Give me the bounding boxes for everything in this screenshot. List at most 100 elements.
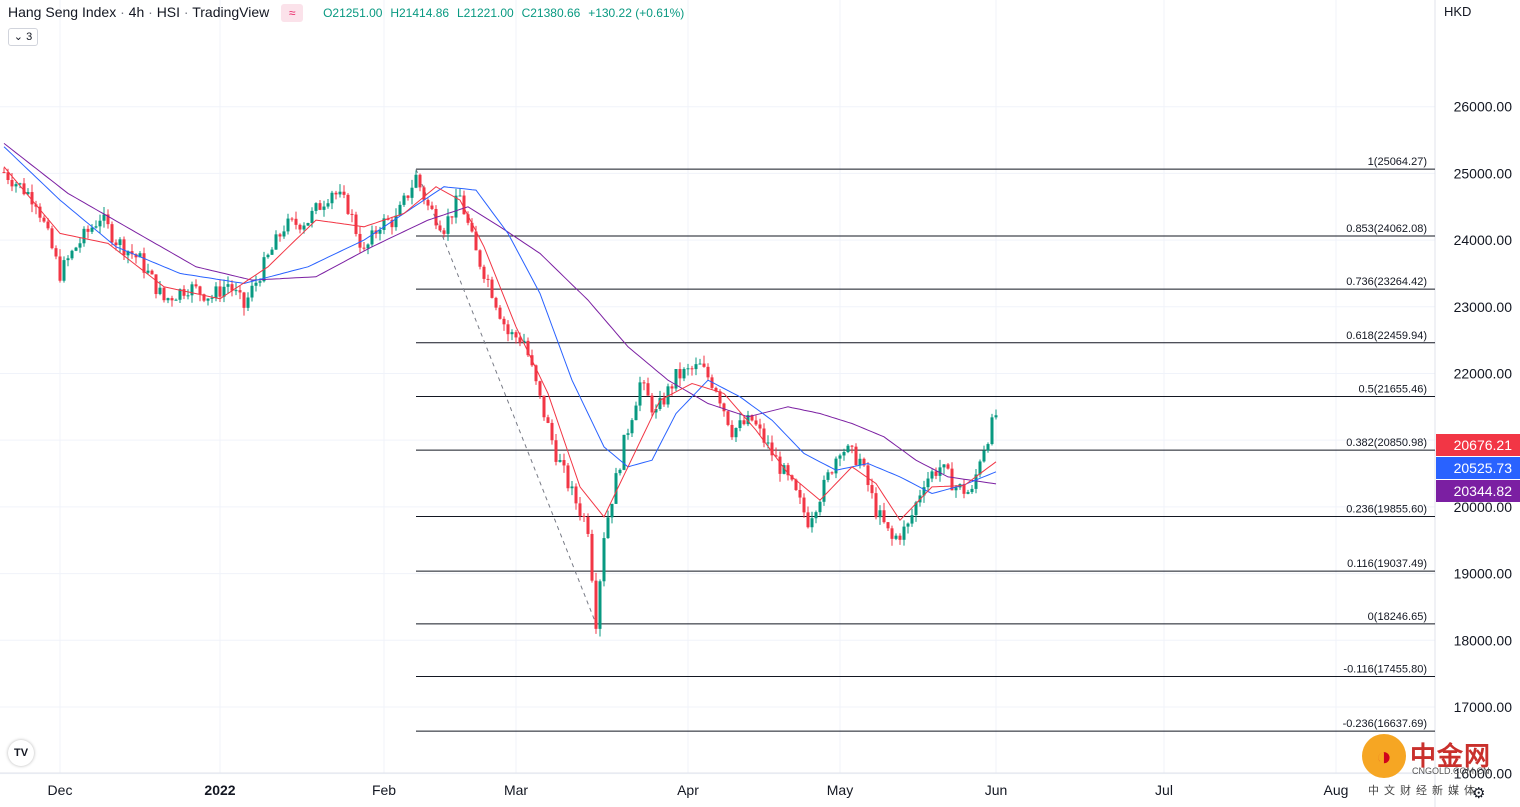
- candle: [94, 220, 98, 229]
- fib-level-label: 0(18246.65): [1368, 611, 1427, 623]
- candle-body: [342, 191, 346, 195]
- candle: [494, 296, 498, 311]
- change-value: +130.22 (+0.61%): [588, 6, 685, 20]
- candle-body: [622, 434, 626, 470]
- candle: [238, 285, 242, 300]
- time-axis-label: 2022: [204, 782, 235, 798]
- tradingview-logo-icon[interactable]: TV: [8, 740, 34, 766]
- candle-body: [394, 215, 398, 228]
- candle: [466, 211, 470, 226]
- fibonacci-retracement[interactable]: 1(25064.27) 0.853(24062.08) 0.736(23264.42…: [416, 156, 1435, 732]
- candle: [50, 225, 54, 250]
- candle: [246, 292, 250, 311]
- candle: [266, 253, 270, 259]
- candle: [458, 188, 462, 197]
- source-label: TradingView: [192, 4, 270, 20]
- candle-body: [506, 324, 510, 335]
- candle-body: [818, 501, 822, 513]
- candle-body: [938, 467, 942, 476]
- candle-body: [522, 340, 526, 343]
- time-axis-label: Feb: [372, 782, 396, 798]
- candle-body: [250, 285, 254, 298]
- fib-level-label: 0.5(21655.46): [1359, 383, 1428, 395]
- candle-body: [18, 183, 22, 185]
- candle-body: [450, 216, 454, 218]
- indicators-toggle-button[interactable]: ⌄ 3: [8, 28, 38, 46]
- fib-level-label: 0.618(22459.94): [1346, 330, 1427, 342]
- interval-label[interactable]: 4h: [128, 4, 145, 20]
- candle-body: [94, 226, 98, 228]
- candle-body: [986, 444, 990, 451]
- candle: [614, 467, 618, 504]
- candle-body: [334, 192, 338, 195]
- candle-body: [194, 284, 198, 287]
- price-tags: 20676.21 20525.73 20344.82: [1436, 434, 1520, 502]
- ma-slow-line: [3, 143, 997, 485]
- candle: [90, 224, 94, 234]
- candle: [270, 247, 274, 255]
- candle-body: [686, 368, 690, 370]
- candle-body: [110, 224, 114, 243]
- candle-body: [534, 365, 538, 382]
- candle-body: [642, 382, 646, 384]
- candle: [514, 330, 518, 344]
- candle-body: [490, 279, 494, 298]
- candle: [294, 211, 298, 230]
- candle-body: [858, 458, 862, 466]
- candle-body: [954, 487, 958, 491]
- candle: [770, 435, 774, 462]
- candle: [678, 362, 682, 387]
- candle-body: [698, 363, 702, 365]
- candle-body: [186, 295, 190, 297]
- candle: [162, 287, 166, 303]
- symbol-name[interactable]: Hang Seng Index: [8, 4, 117, 20]
- candle: [946, 462, 950, 470]
- candle: [866, 462, 870, 492]
- trend-line[interactable]: [415, 168, 597, 624]
- candle: [818, 499, 822, 516]
- candle: [474, 225, 478, 251]
- candle-body: [654, 409, 658, 413]
- candle: [526, 337, 530, 358]
- candle: [986, 442, 990, 453]
- candle: [150, 269, 154, 275]
- candle: [182, 285, 186, 300]
- candle-body: [922, 487, 926, 496]
- candle-body: [338, 191, 342, 195]
- candle: [590, 529, 594, 583]
- candle-body: [306, 223, 310, 226]
- candle-body: [754, 420, 758, 425]
- candle-body: [974, 474, 978, 489]
- candle: [110, 221, 114, 246]
- candle: [342, 185, 346, 199]
- candle-body: [66, 258, 70, 261]
- candle-body: [130, 251, 134, 255]
- currency-label[interactable]: HKD: [1444, 4, 1472, 19]
- candle: [426, 198, 430, 211]
- candle: [70, 249, 74, 261]
- time-axis[interactable]: Dec 2022 Feb Mar Apr May Jun Jul Aug: [48, 782, 1349, 798]
- candle-body: [346, 194, 350, 214]
- candle: [46, 217, 50, 231]
- open-value: O21251.00: [323, 6, 383, 20]
- price-tag-bg: [1436, 457, 1520, 479]
- candle-body: [702, 363, 706, 367]
- gear-icon[interactable]: ⚙: [1472, 785, 1486, 802]
- candle-body: [150, 270, 154, 275]
- candle-body: [214, 286, 218, 298]
- candle-body: [174, 299, 178, 301]
- candle: [198, 285, 202, 302]
- candle-body: [730, 424, 734, 438]
- candle-body: [158, 287, 162, 295]
- candle: [610, 503, 614, 524]
- candle: [562, 453, 566, 473]
- candle-body: [578, 503, 582, 516]
- wave-icon[interactable]: ≈: [281, 4, 304, 23]
- candle-body: [502, 318, 506, 325]
- candle-body: [366, 244, 370, 249]
- candle-body: [246, 297, 250, 308]
- chart-legend-header[interactable]: Hang Seng Index · 4h · HSI · TradingView…: [8, 4, 685, 23]
- candle-body: [914, 502, 918, 516]
- time-axis-label: Jul: [1155, 782, 1173, 798]
